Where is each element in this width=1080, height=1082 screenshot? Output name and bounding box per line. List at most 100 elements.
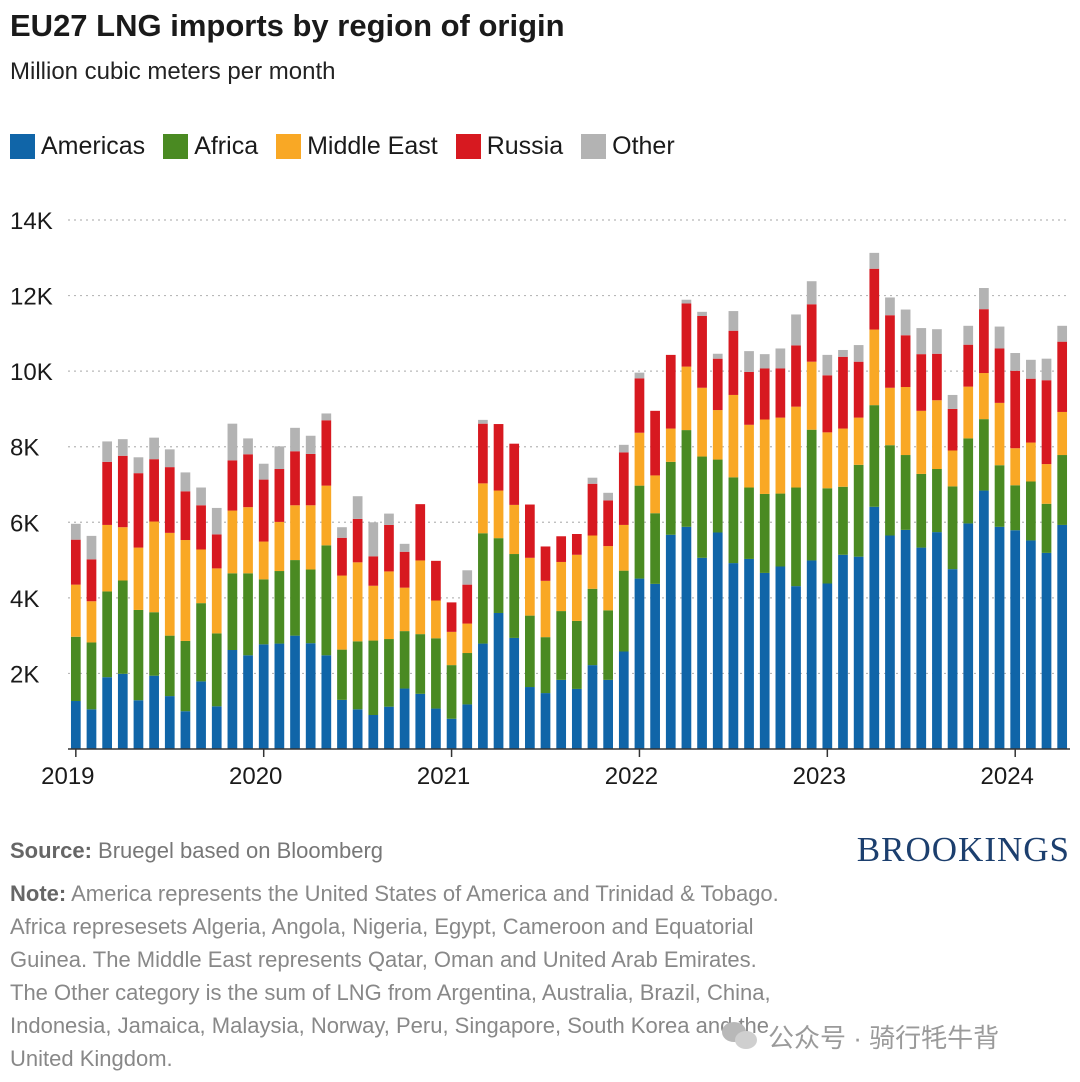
bar-segment-middle-east bbox=[744, 424, 754, 488]
bar-segment-middle-east bbox=[1041, 464, 1052, 504]
bar-segment-middle-east bbox=[117, 527, 128, 581]
bar-segment-africa bbox=[681, 430, 692, 527]
bar-segment-russia bbox=[321, 420, 332, 486]
bar-segment-russia bbox=[290, 451, 300, 506]
bar-segment-russia bbox=[916, 354, 927, 411]
bar-segment-middle-east bbox=[994, 402, 1005, 466]
bar-segment-russia bbox=[1026, 378, 1036, 443]
bar-segment-middle-east bbox=[603, 546, 613, 611]
bar-segment-americas bbox=[634, 578, 645, 749]
bar-segment-africa bbox=[994, 465, 1005, 527]
bar-segment-other bbox=[321, 413, 332, 421]
bar-segment-russia bbox=[603, 500, 613, 547]
legend-label-russia: Russia bbox=[486, 132, 564, 160]
bar-segment-middle-east bbox=[822, 432, 833, 489]
legend-item-other: Other bbox=[581, 132, 675, 161]
bar-segment-russia bbox=[1057, 341, 1068, 412]
bar-segment-russia bbox=[149, 459, 159, 522]
bar-segment-middle-east bbox=[478, 483, 488, 534]
bar-segment-russia bbox=[556, 536, 567, 562]
bar-segment-americas bbox=[556, 679, 567, 749]
bar-segment-russia bbox=[900, 335, 911, 388]
legend-item-middle-east: Middle East bbox=[276, 132, 438, 161]
bar-segment-russia bbox=[869, 268, 880, 330]
x-tick-label: 2022 bbox=[605, 763, 658, 790]
x-tick-label: 2019 bbox=[41, 763, 94, 790]
bar-segment-middle-east bbox=[979, 373, 989, 420]
bar-segment-africa bbox=[1010, 485, 1021, 531]
bar-segment-other bbox=[900, 309, 911, 336]
bar-segment-americas bbox=[587, 665, 598, 749]
bar-segment-other bbox=[337, 527, 347, 538]
bar-segment-russia bbox=[853, 361, 864, 418]
bar-segment-russia bbox=[274, 469, 285, 522]
bar-segment-africa bbox=[665, 461, 676, 535]
bar-segment-other bbox=[744, 351, 754, 372]
bar-segment-middle-east bbox=[728, 394, 739, 478]
bar-segment-other bbox=[1057, 325, 1068, 342]
bar-segment-other bbox=[258, 463, 269, 480]
bar-segment-africa bbox=[415, 634, 426, 694]
bar-segment-africa bbox=[634, 485, 645, 579]
bar-segment-africa bbox=[650, 513, 660, 584]
bar-segment-africa bbox=[258, 579, 269, 645]
bar-segment-middle-east bbox=[290, 505, 300, 561]
bar-segment-other bbox=[86, 535, 97, 560]
x-tick-label: 2020 bbox=[229, 763, 282, 790]
bar-segment-africa bbox=[227, 573, 238, 650]
bar-segment-africa bbox=[775, 493, 786, 567]
bar-segment-americas bbox=[337, 699, 347, 749]
bar-segment-russia bbox=[979, 309, 989, 374]
bar-segment-other bbox=[806, 281, 817, 305]
legend-swatch-other bbox=[581, 134, 607, 159]
bar-segment-russia bbox=[650, 410, 660, 476]
y-axis-ticks: 2K 4K 6K 8K 10K 12K 14K bbox=[10, 208, 53, 688]
bar-segment-africa bbox=[728, 477, 739, 564]
bar-segment-other bbox=[102, 441, 112, 462]
bar-segment-russia bbox=[963, 344, 974, 387]
note-block: Note: America represents the United Stat… bbox=[10, 877, 800, 1075]
bar-segment-africa bbox=[979, 419, 989, 491]
legend-item-russia: Russia bbox=[455, 132, 564, 161]
legend-label-other: Other bbox=[612, 132, 675, 160]
bar-segment-middle-east bbox=[415, 560, 426, 635]
bar-segment-africa bbox=[368, 640, 379, 715]
bar-segment-middle-east bbox=[337, 575, 347, 650]
bar-segment-middle-east bbox=[102, 524, 112, 592]
bar-segment-other bbox=[243, 438, 253, 455]
bar-segment-other bbox=[822, 354, 833, 376]
bar-segment-other bbox=[368, 522, 379, 557]
bar-segment-americas bbox=[86, 709, 97, 749]
bar-segment-russia bbox=[196, 505, 206, 550]
bar-segment-other bbox=[712, 353, 723, 359]
bar-segment-other bbox=[227, 423, 238, 461]
legend-swatch-russia bbox=[455, 134, 481, 159]
bar-segment-middle-east bbox=[759, 419, 770, 494]
bar-segment-africa bbox=[932, 469, 942, 533]
bar-segment-americas bbox=[791, 586, 801, 749]
wechat-icon bbox=[722, 1021, 758, 1052]
y-tick-label: 14K bbox=[10, 208, 53, 235]
legend-swatch-americas bbox=[10, 134, 35, 159]
bar-segment-africa bbox=[196, 603, 206, 682]
bar-segment-russia bbox=[618, 452, 629, 525]
bar-segment-americas bbox=[618, 651, 629, 749]
bar-segment-middle-east bbox=[180, 540, 191, 641]
bar-segment-middle-east bbox=[446, 631, 457, 666]
bar-segment-russia bbox=[885, 315, 895, 388]
bar-segment-americas bbox=[180, 711, 191, 749]
bar-segment-other bbox=[352, 496, 363, 519]
bar-segment-americas bbox=[525, 687, 535, 749]
bar-segment-africa bbox=[822, 488, 833, 584]
bar-segment-americas bbox=[712, 532, 723, 749]
legend-label-americas: Americas bbox=[41, 132, 146, 160]
bar-segment-africa bbox=[149, 612, 159, 676]
bars bbox=[70, 252, 1068, 749]
legend-label-africa: Africa bbox=[194, 132, 259, 160]
bar-segment-other bbox=[196, 487, 206, 506]
bar-segment-africa bbox=[697, 456, 707, 558]
note-text: America represents the United States of … bbox=[10, 881, 779, 1071]
bar-segment-middle-east bbox=[665, 428, 676, 462]
bar-segment-americas bbox=[775, 566, 786, 749]
bar-segment-other bbox=[384, 513, 394, 525]
